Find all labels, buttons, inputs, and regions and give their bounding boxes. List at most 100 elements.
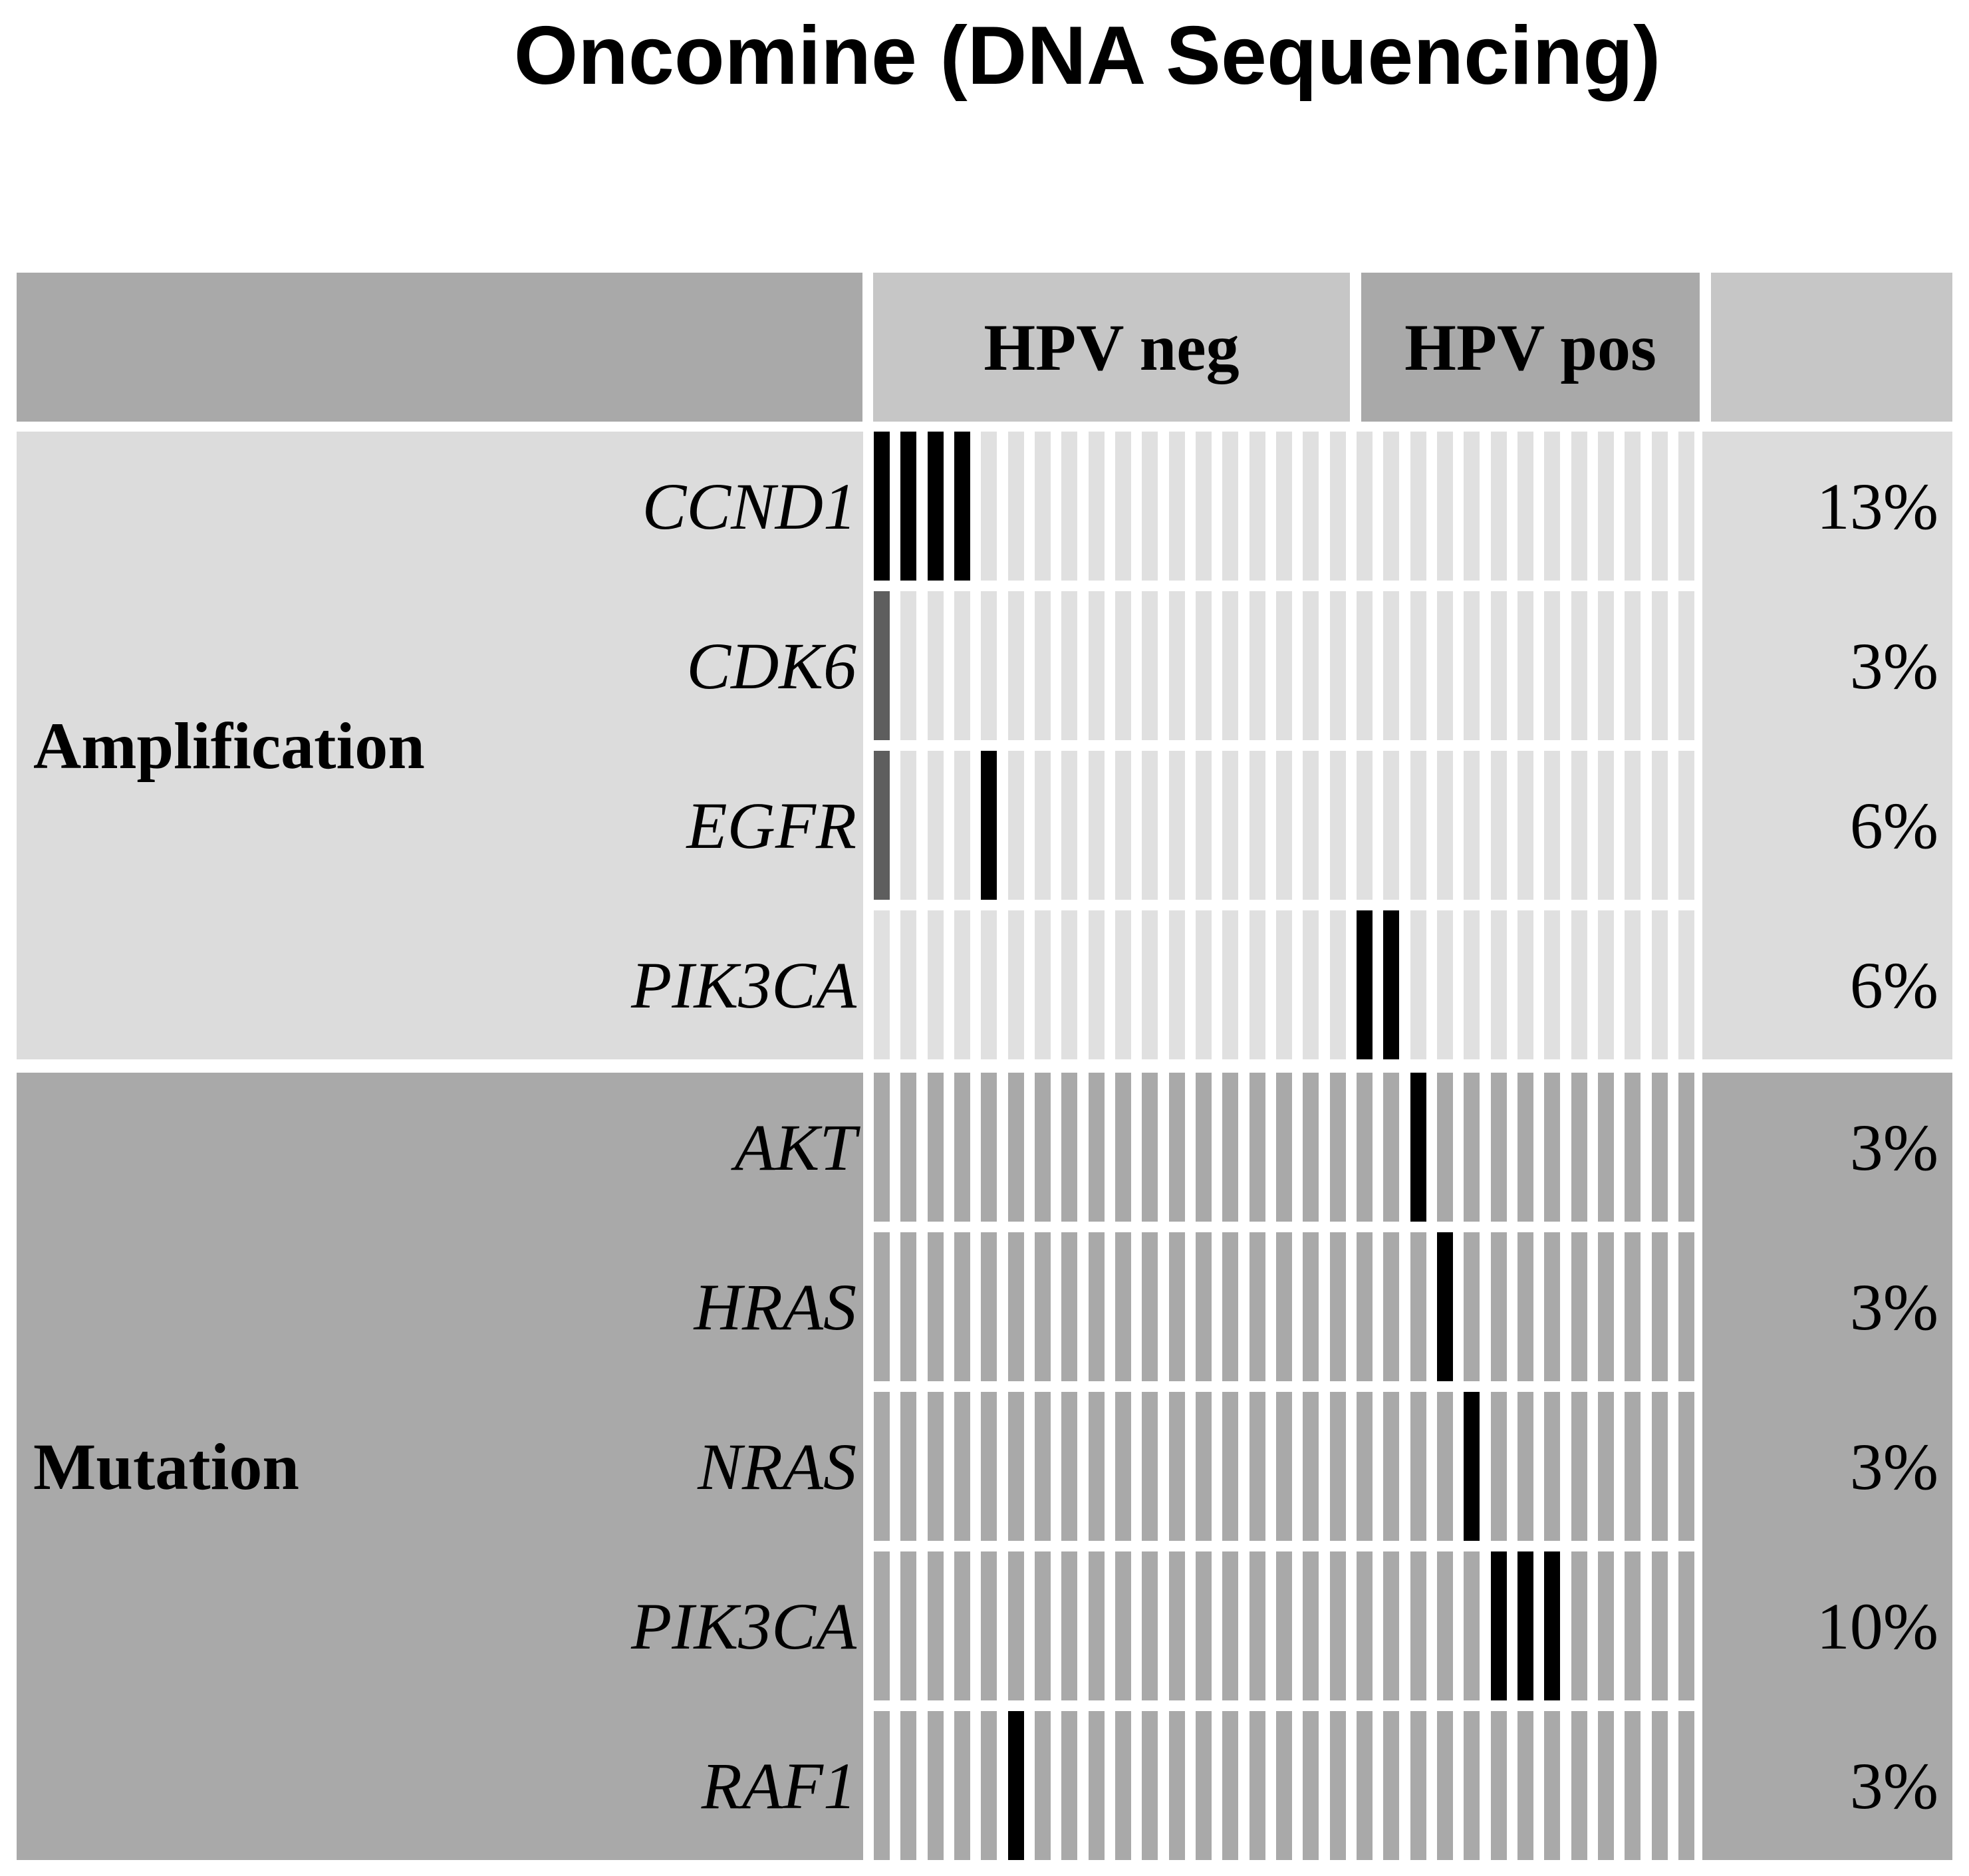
sample-bar: [981, 432, 997, 581]
gene-label: AKT: [734, 1110, 856, 1184]
sample-bar: [1436, 432, 1453, 581]
percent-label: 3%: [1849, 1748, 1938, 1823]
sample-bar: [1275, 910, 1292, 1059]
sample-bar: [1142, 1392, 1158, 1541]
sample-bar: [1007, 1551, 1024, 1700]
sample-bar: [1517, 432, 1533, 581]
sample-bar: [1115, 1551, 1131, 1700]
sample-bar: [1651, 1711, 1668, 1860]
sample-bar: [1275, 1392, 1292, 1541]
sample-bar: [900, 1232, 917, 1381]
sample-bar-altered: [1383, 910, 1400, 1059]
sample-bar: [1168, 1551, 1185, 1700]
sample-bar: [1249, 1073, 1265, 1222]
sample-bar: [1625, 1232, 1641, 1381]
sample-bar: [1088, 751, 1105, 900]
sample-bar: [874, 1392, 890, 1541]
sample-bar: [1168, 751, 1185, 900]
sample-bar: [1249, 1711, 1265, 1860]
sample-bar: [1410, 910, 1426, 1059]
sample-bars-row: [874, 1711, 1694, 1860]
sample-bar: [1517, 1073, 1533, 1222]
sample-bar: [1356, 1073, 1373, 1222]
sample-bar: [1517, 751, 1533, 900]
sample-bar: [1544, 1073, 1561, 1222]
sample-bar: [1222, 591, 1239, 740]
sample-bar: [1007, 591, 1024, 740]
sample-bar: [1490, 1392, 1507, 1541]
sample-bar: [1464, 1551, 1480, 1700]
sample-bar: [954, 1711, 970, 1860]
sample-bar-altered: [1410, 1073, 1426, 1222]
sample-bars-row: [874, 1551, 1694, 1700]
sample-bar: [1436, 1551, 1453, 1700]
sample-bar: [1464, 1711, 1480, 1860]
sample-bar: [1571, 1232, 1587, 1381]
header-group-hpv-pos: HPV pos: [1361, 273, 1700, 422]
sample-bar: [954, 910, 970, 1059]
sample-bar: [1222, 1551, 1239, 1700]
sample-bar: [1303, 1711, 1319, 1860]
sample-bar: [1275, 1551, 1292, 1700]
sample-bar: [1303, 591, 1319, 740]
sample-bar: [1249, 591, 1265, 740]
sample-bar: [954, 1073, 970, 1222]
gene-label: CCND1: [642, 469, 856, 543]
sample-bar: [1061, 1392, 1078, 1541]
sample-bar: [1625, 1392, 1641, 1541]
sample-bar: [1275, 1232, 1292, 1381]
sample-bar: [981, 591, 997, 740]
sample-bar: [1007, 751, 1024, 900]
sample-bar: [1651, 751, 1668, 900]
gene-label: NRAS: [698, 1429, 856, 1504]
sample-bar: [1329, 1551, 1346, 1700]
sample-bar-altered: [874, 591, 890, 740]
sample-bar-altered: [1464, 1392, 1480, 1541]
sample-bar: [1222, 1232, 1239, 1381]
gene-label: PIK3CA: [631, 1589, 856, 1663]
sample-bar: [1597, 1711, 1614, 1860]
sample-bar: [1034, 751, 1051, 900]
sample-bar: [1356, 1232, 1373, 1381]
sample-bar: [1571, 751, 1587, 900]
sample-bar: [1651, 432, 1668, 581]
sample-bar: [1625, 1073, 1641, 1222]
sample-bar: [1597, 591, 1614, 740]
sample-bars-row: [874, 1073, 1694, 1222]
mutation-percent-block: [1702, 1073, 1952, 1860]
sample-bar: [1034, 1392, 1051, 1541]
sample-bar: [1544, 1392, 1561, 1541]
sample-bar: [1410, 751, 1426, 900]
sample-bar-altered: [954, 432, 970, 581]
sample-bar: [1088, 910, 1105, 1059]
sample-bar: [1490, 751, 1507, 900]
sample-bar: [1517, 1232, 1533, 1381]
sample-bar: [1383, 1073, 1400, 1222]
sample-bar: [1303, 432, 1319, 581]
sample-bar: [981, 1392, 997, 1541]
sample-bar: [1275, 751, 1292, 900]
sample-bar: [900, 751, 917, 900]
sample-bar: [1249, 432, 1265, 581]
sample-bar: [1625, 432, 1641, 581]
sample-bar: [1088, 1232, 1105, 1381]
sample-bar-altered: [1490, 1551, 1507, 1700]
percent-label: 3%: [1849, 1110, 1938, 1184]
sample-bar: [1625, 1711, 1641, 1860]
sample-bar: [927, 1073, 944, 1222]
sample-bar: [1544, 432, 1561, 581]
percent-label: 13%: [1816, 469, 1938, 543]
sample-bar: [1195, 1073, 1212, 1222]
sample-bar-altered: [927, 432, 944, 581]
sample-bar: [1168, 1232, 1185, 1381]
sample-bar: [1034, 910, 1051, 1059]
sample-bar: [981, 1551, 997, 1700]
sample-bar: [1142, 751, 1158, 900]
sample-bar: [1115, 751, 1131, 900]
sample-bar: [1115, 591, 1131, 740]
sample-bar: [1061, 1711, 1078, 1860]
sample-bar-altered: [1007, 1711, 1024, 1860]
sample-bar: [1597, 1073, 1614, 1222]
sample-bar: [1464, 432, 1480, 581]
